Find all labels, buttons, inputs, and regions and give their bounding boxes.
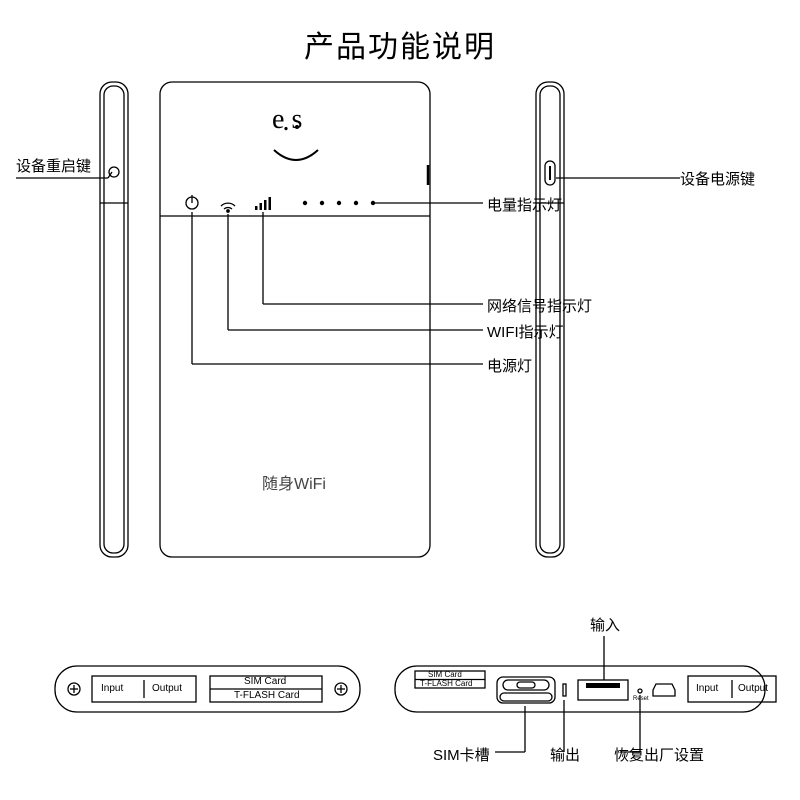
label-sim-l: SIM Card xyxy=(244,676,286,687)
label-wifi: WIFI指示灯 xyxy=(487,321,564,342)
label-input-r: Input xyxy=(696,683,718,694)
label-restart: 设备重启键 xyxy=(16,155,91,176)
label-tflash-r: T-FLASH Card xyxy=(420,679,472,688)
label-simslot: SIM卡槽 xyxy=(433,744,490,765)
restart-button xyxy=(109,167,119,177)
diagram-canvas xyxy=(0,0,800,800)
power-icon xyxy=(186,195,198,209)
screw-left xyxy=(68,683,80,695)
usb-a-port xyxy=(578,680,628,700)
label-sim-r: SIM Card xyxy=(428,670,462,679)
label-output-l: Output xyxy=(152,683,182,694)
device-label: 随身WiFi xyxy=(262,470,326,494)
label-input-l: Input xyxy=(101,683,123,694)
micro-usb-port xyxy=(497,677,555,703)
label-output-r: Output xyxy=(738,683,768,694)
label-output-b: 输出 xyxy=(550,744,580,765)
label-power: 电源灯 xyxy=(487,355,532,376)
signal-icon xyxy=(255,197,271,210)
reset-hole xyxy=(638,689,642,693)
wifi-icon xyxy=(221,203,235,212)
label-factory: 恢复出厂设置 xyxy=(614,744,704,765)
label-powerkey: 设备电源键 xyxy=(680,168,755,189)
label-signal: 网络信号指示灯 xyxy=(487,295,592,316)
label-tflash-l: T-FLASH Card xyxy=(234,690,300,701)
left-strip-inner xyxy=(104,86,124,553)
label-reset-pin: Reset xyxy=(633,696,649,702)
label-input-top: 输入 xyxy=(590,614,620,635)
screw-right xyxy=(335,683,347,695)
label-battery: 电量指示灯 xyxy=(487,194,562,215)
right-strip-inner xyxy=(540,86,560,553)
logo-text: e.s xyxy=(272,104,302,136)
logo-smile xyxy=(274,150,318,160)
battery-dots xyxy=(303,201,375,205)
micro-port xyxy=(653,684,675,696)
reset-slit xyxy=(563,684,566,696)
